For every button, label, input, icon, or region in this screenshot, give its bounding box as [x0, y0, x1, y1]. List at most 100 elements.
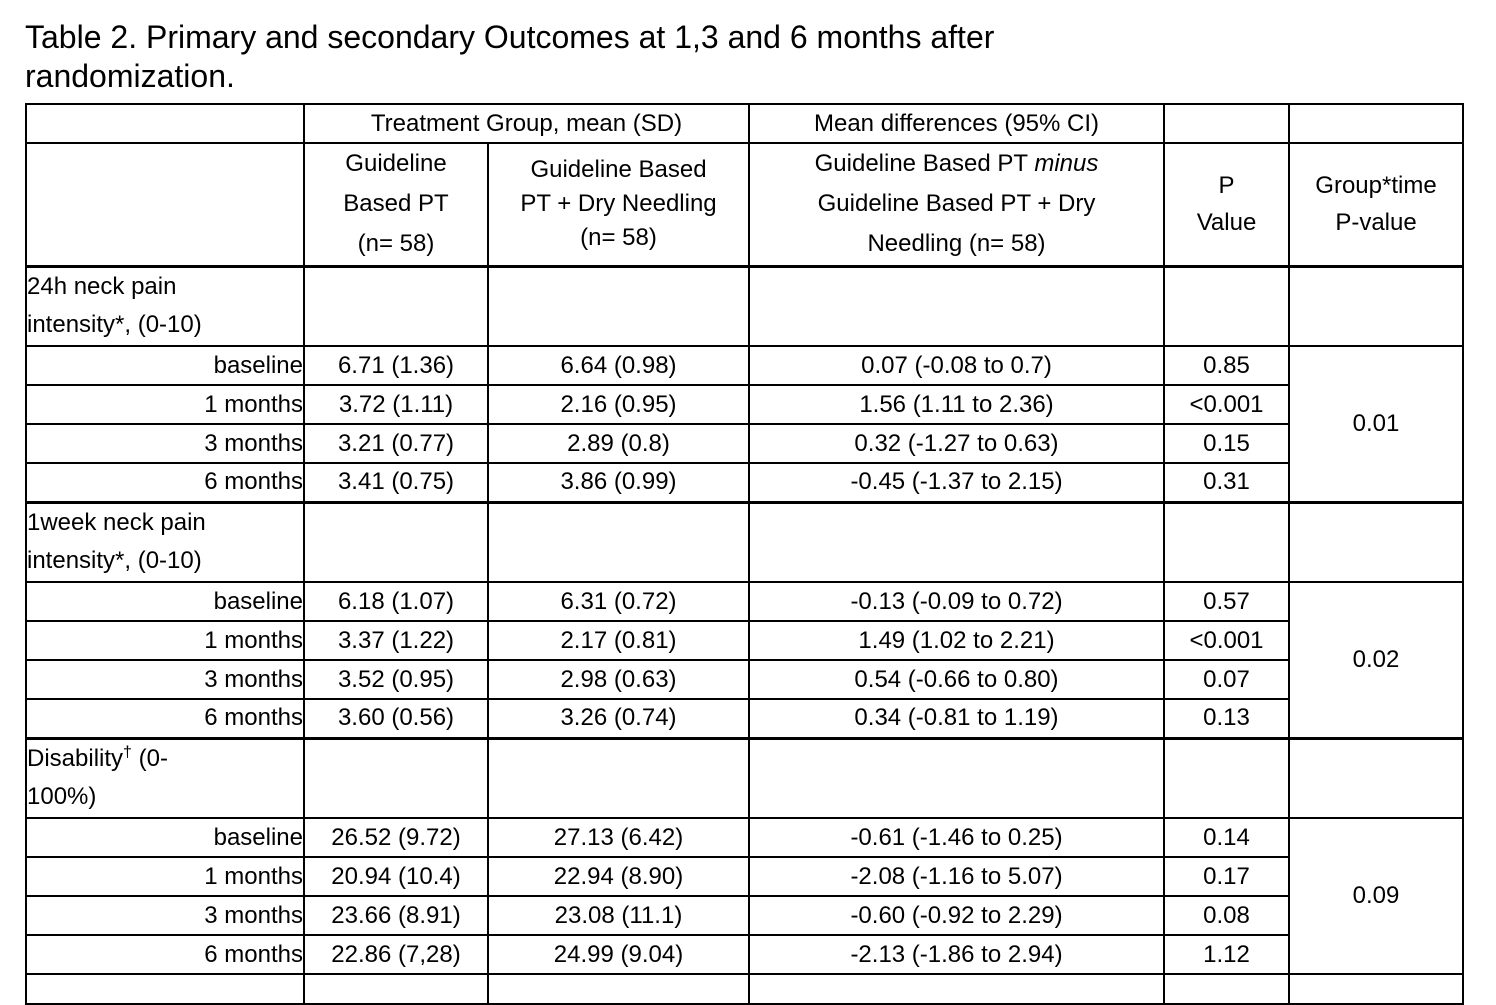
outcomes-table: Treatment Group, mean (SD) Mean differen…	[25, 103, 1464, 1005]
cell-pt-mean: 23.66 (8.91)	[303, 895, 489, 936]
cell-pt-mean: 3.52 (0.95)	[303, 659, 489, 700]
cell-mean-diff: -2.08 (-1.16 to 5.07)	[748, 856, 1165, 897]
row-label: 1 months	[25, 856, 305, 897]
cell-pt-mean: 22.86 (7,28)	[303, 934, 489, 975]
section-label-1week-neck-pain: 1week neck pain intensity*, (0-10)	[25, 500, 305, 583]
empty-cell	[748, 736, 1165, 819]
minus-italic: minus	[1034, 150, 1099, 178]
cell-mean-diff: 0.54 (-0.66 to 0.80)	[748, 659, 1165, 700]
cell-mean-diff: 1.49 (1.02 to 2.21)	[748, 620, 1165, 661]
table-row: baseline 26.52 (9.72) 27.13 (6.42) -0.61…	[25, 817, 1464, 975]
empty-cell	[487, 736, 750, 819]
cell-p-value: 0.15	[1163, 423, 1290, 464]
cell-group-time-p: 0.01	[1288, 345, 1464, 503]
row-label: 1 months	[25, 620, 305, 661]
section-row-1week: 1week neck pain intensity*, (0-10)	[25, 500, 1464, 583]
header-mean-differences: Mean differences (95% CI)	[748, 103, 1165, 144]
dagger-symbol: †	[123, 744, 132, 762]
cell-pt-mean: 6.71 (1.36)	[303, 345, 489, 386]
table-row: 6 months 22.86 (7,28) 24.99 (9.04) -2.13…	[25, 934, 1463, 975]
empty-cell	[748, 264, 1165, 347]
header-row-2: Guideline Based PT (n= 58) Guideline Bas…	[25, 142, 1464, 267]
cell-p-value: 0.85	[1163, 345, 1290, 386]
section-row-24h: 24h neck pain intensity*, (0-10)	[25, 264, 1464, 347]
cell-mean-diff: 0.07 (-0.08 to 0.7)	[748, 345, 1165, 386]
row-label: 1 months	[25, 384, 305, 425]
cell-pt-mean: 26.52 (9.72)	[303, 817, 489, 858]
header-empty-cell-2	[25, 142, 305, 267]
cell-p-value: 0.13	[1163, 698, 1290, 739]
row-label: 3 months	[25, 895, 305, 936]
table-title: Table 2. Primary and secondary Outcomes …	[25, 19, 995, 94]
cell-dn-mean: 2.98 (0.63)	[487, 659, 750, 700]
empty-cell	[1288, 264, 1464, 347]
cell-p-value: 0.57	[1163, 581, 1290, 622]
diff-line-1: Guideline Based PT minus	[814, 150, 1099, 178]
empty-cell	[303, 736, 489, 819]
empty-cell	[303, 973, 489, 1005]
row-label: 3 months	[25, 659, 305, 700]
cell-dn-mean: 2.16 (0.95)	[487, 384, 750, 425]
table-row: 6 months 3.60 (0.56) 3.26 (0.74) 0.34 (-…	[25, 698, 1463, 739]
header-row-1: Treatment Group, mean (SD) Mean differen…	[25, 103, 1464, 144]
cell-p-value: <0.001	[1163, 384, 1290, 425]
cell-dn-mean: 24.99 (9.04)	[487, 934, 750, 975]
table-row: 6 months 3.41 (0.75) 3.86 (0.99) -0.45 (…	[25, 462, 1463, 503]
cell-pt-mean: 20.94 (10.4)	[303, 856, 489, 897]
empty-cell	[1163, 264, 1290, 347]
diff-line-3: Needling (n= 58)	[867, 230, 1046, 258]
header-treatment-group: Treatment Group, mean (SD)	[303, 103, 750, 144]
section-label-disability: Disability† (0- 100%)	[25, 736, 305, 819]
cell-mean-diff: -0.61 (-1.46 to 0.25)	[748, 817, 1165, 858]
empty-cell	[1163, 736, 1290, 819]
header-pt-dry-needling: Guideline Based PT + Dry Needling (n= 58…	[487, 142, 750, 267]
cell-p-value: <0.001	[1163, 620, 1290, 661]
cell-dn-mean: 27.13 (6.42)	[487, 817, 750, 858]
cell-pt-mean: 3.37 (1.22)	[303, 620, 489, 661]
empty-cell	[1163, 973, 1290, 1005]
cell-p-value: 1.12	[1163, 934, 1290, 975]
cell-mean-diff: -0.13 (-0.09 to 0.72)	[748, 581, 1165, 622]
cell-p-value: 0.14	[1163, 817, 1290, 858]
empty-cell	[748, 500, 1165, 583]
header-p-value: P Value	[1163, 142, 1290, 267]
empty-cell	[303, 500, 489, 583]
empty-cell	[25, 973, 305, 1005]
cell-pt-mean: 3.21 (0.77)	[303, 423, 489, 464]
empty-cell	[1288, 973, 1464, 1005]
section-label-24h-neck-pain: 24h neck pain intensity*, (0-10)	[25, 264, 305, 347]
empty-cell	[487, 264, 750, 347]
cell-p-value: 0.08	[1163, 895, 1290, 936]
cell-group-time-p: 0.09	[1288, 817, 1464, 975]
section-row-disability: Disability† (0- 100%)	[25, 736, 1464, 819]
diff-line-2: Guideline Based PT + Dry	[817, 190, 1096, 218]
disability-label-line1: Disability† (0-	[27, 744, 168, 773]
row-label: baseline	[25, 817, 305, 858]
cell-dn-mean: 2.17 (0.81)	[487, 620, 750, 661]
cell-dn-mean: 6.64 (0.98)	[487, 345, 750, 386]
cell-group-time-p: 0.02	[1288, 581, 1464, 739]
cell-dn-mean: 3.86 (0.99)	[487, 462, 750, 503]
row-label: 3 months	[25, 423, 305, 464]
table-row: 3 months 3.21 (0.77) 2.89 (0.8) 0.32 (-1…	[25, 423, 1463, 464]
empty-cell	[1288, 736, 1464, 819]
row-label: baseline	[25, 581, 305, 622]
empty-cell	[748, 973, 1165, 1005]
table-row: 3 months 23.66 (8.91) 23.08 (11.1) -0.60…	[25, 895, 1463, 936]
header-guideline-pt: Guideline Based PT (n= 58)	[303, 142, 489, 267]
cell-mean-diff: -0.60 (-0.92 to 2.29)	[748, 895, 1165, 936]
row-label: 6 months	[25, 698, 305, 739]
cell-mean-diff: 1.56 (1.11 to 2.36)	[748, 384, 1165, 425]
cutoff-row	[25, 973, 1464, 1005]
table-row: baseline 6.71 (1.36) 6.64 (0.98) 0.07 (-…	[25, 345, 1464, 503]
cell-dn-mean: 3.26 (0.74)	[487, 698, 750, 739]
cell-pt-mean: 3.41 (0.75)	[303, 462, 489, 503]
header-empty-cell-p	[1163, 103, 1290, 144]
cell-p-value: 0.17	[1163, 856, 1290, 897]
cell-mean-diff: 0.32 (-1.27 to 0.63)	[748, 423, 1165, 464]
empty-cell	[1163, 500, 1290, 583]
cell-pt-mean: 6.18 (1.07)	[303, 581, 489, 622]
table-row: 1 months 3.72 (1.11) 2.16 (0.95) 1.56 (1…	[25, 384, 1463, 425]
cell-mean-diff: 0.34 (-0.81 to 1.19)	[748, 698, 1165, 739]
